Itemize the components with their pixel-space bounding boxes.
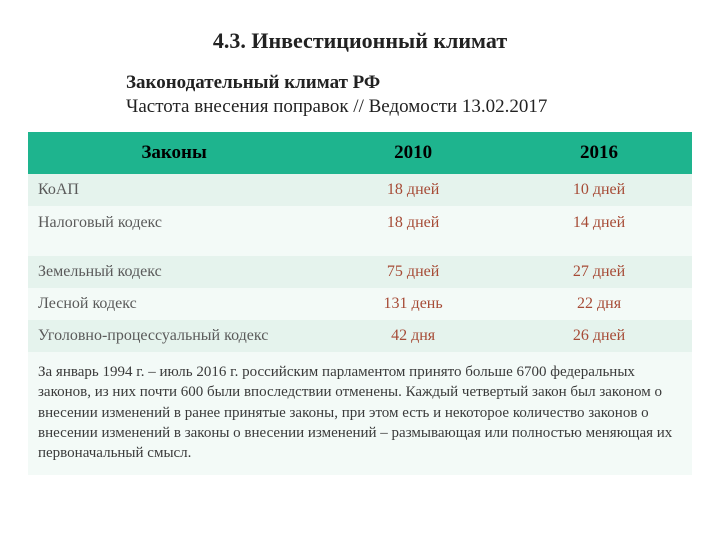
table-footnote: За январь 1994 г. – июль 2016 г. российс… xyxy=(28,352,692,475)
subtitle-block: Законодательный климат РФ Частота внесен… xyxy=(126,72,692,118)
table-header-row: Законы 2010 2016 xyxy=(28,132,692,174)
subtitle-bold: Законодательный климат РФ xyxy=(126,72,692,94)
cell-2016: 27 дней xyxy=(506,256,692,288)
cell-2010: 42 дня xyxy=(320,320,506,352)
cell-2016: 10 дней xyxy=(506,174,692,206)
table-row: Лесной кодекс131 день22 дня xyxy=(28,288,692,320)
amendments-table: Законы 2010 2016 КоАП18 дней10 днейНалог… xyxy=(28,132,692,475)
th-2016: 2016 xyxy=(506,132,692,174)
cell-law: Земельный кодекс xyxy=(28,256,320,288)
table-row: КоАП18 дней10 дней xyxy=(28,174,692,206)
cell-2016: 26 дней xyxy=(506,320,692,352)
cell-law: Лесной кодекс xyxy=(28,288,320,320)
table-row: Земельный кодекс75 дней27 дней xyxy=(28,256,692,288)
cell-2010: 18 дней xyxy=(320,206,506,256)
subtitle-source: Частота внесения поправок // Ведомости 1… xyxy=(126,96,692,118)
table-footnote-row: За январь 1994 г. – июль 2016 г. российс… xyxy=(28,352,692,475)
cell-2010: 18 дней xyxy=(320,174,506,206)
table-row: Уголовно-процессуальный кодекс42 дня26 д… xyxy=(28,320,692,352)
table-body: КоАП18 дней10 днейНалоговый кодекс18 дне… xyxy=(28,174,692,475)
cell-law: Налоговый кодекс xyxy=(28,206,320,256)
th-law: Законы xyxy=(28,132,320,174)
cell-2016: 22 дня xyxy=(506,288,692,320)
th-2010: 2010 xyxy=(320,132,506,174)
cell-law: КоАП xyxy=(28,174,320,206)
section-title: 4.3. Инвестиционный климат xyxy=(28,28,692,54)
cell-2016: 14 дней xyxy=(506,206,692,256)
cell-law: Уголовно-процессуальный кодекс xyxy=(28,320,320,352)
cell-2010: 75 дней xyxy=(320,256,506,288)
table-row: Налоговый кодекс18 дней14 дней xyxy=(28,206,692,256)
cell-2010: 131 день xyxy=(320,288,506,320)
